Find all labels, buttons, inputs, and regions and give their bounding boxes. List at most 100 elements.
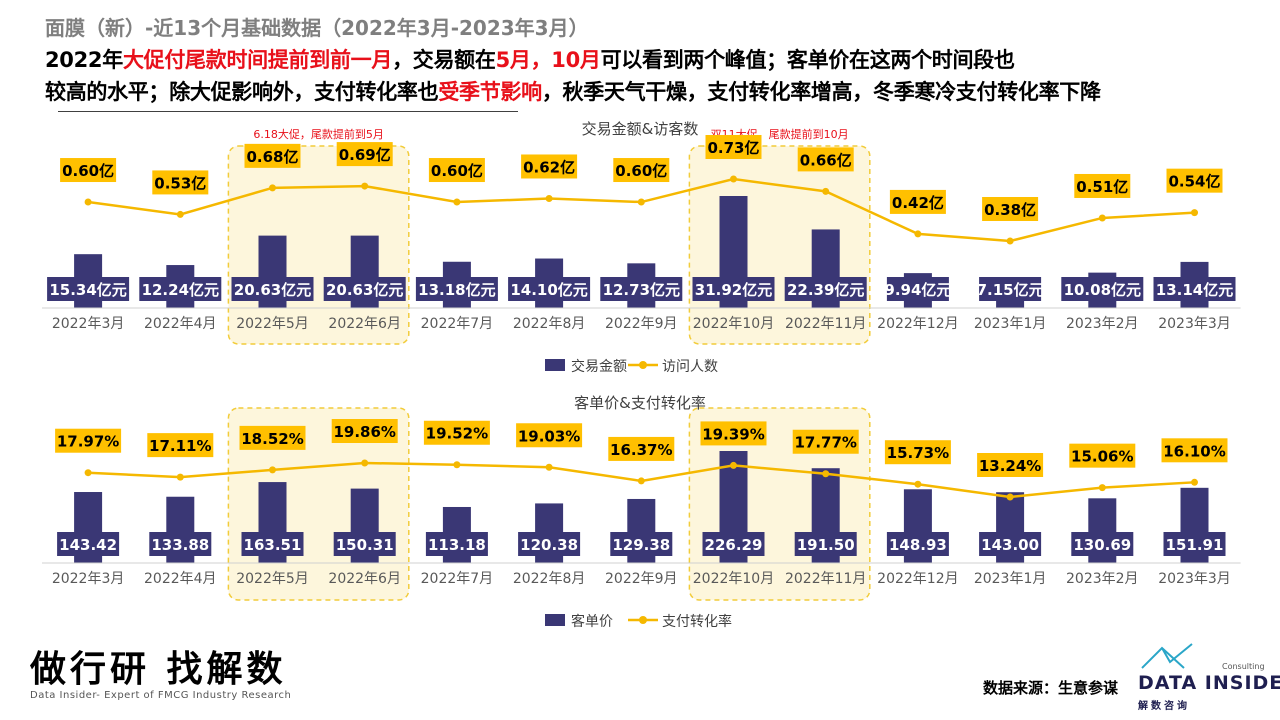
x-tick-label: 2023年1月 bbox=[974, 571, 1047, 587]
line-data-label: 0.66亿 bbox=[800, 151, 852, 169]
bar-label-bg bbox=[231, 277, 314, 301]
logo-cn: 解数咨询 bbox=[1138, 701, 1190, 712]
line-data-label: 17.97% bbox=[57, 433, 119, 451]
bar-data-label: 10.08亿元 bbox=[1064, 281, 1141, 299]
headline-segment: ，交易额在 bbox=[392, 48, 496, 72]
line-data-label: 17.11% bbox=[149, 437, 211, 455]
x-tick-label: 2022年4月 bbox=[144, 571, 217, 587]
line-point bbox=[822, 470, 830, 478]
line-point bbox=[361, 459, 369, 467]
x-tick-label: 2022年12月 bbox=[877, 571, 958, 587]
headline-line-1: 2022年大促付尾款时间提前到前一月，交易额在5月，10月可以看到两个峰值；客单… bbox=[45, 44, 1015, 74]
x-tick-label: 2022年6月 bbox=[328, 316, 401, 332]
bar-data-label: 15.34亿元 bbox=[49, 281, 126, 299]
line-label-bg bbox=[889, 189, 946, 214]
line-label-bg bbox=[331, 419, 398, 443]
line-label-bg bbox=[152, 170, 209, 195]
legend-bar-swatch bbox=[545, 359, 565, 371]
line-data-label: 13.24% bbox=[979, 457, 1041, 475]
bar-label-bg bbox=[518, 532, 581, 556]
line-data-label: 0.62亿 bbox=[523, 158, 575, 176]
bar-data-label: 143.42 bbox=[59, 536, 117, 554]
x-tick-label: 2022年10月 bbox=[693, 316, 774, 332]
bar-label-bg bbox=[47, 277, 130, 301]
line-point bbox=[269, 466, 276, 474]
bar-data-label: 163.51 bbox=[244, 536, 302, 554]
highlight-box bbox=[227, 145, 410, 345]
line-label-bg bbox=[977, 453, 1044, 477]
bar-data-label: 20.63亿元 bbox=[234, 281, 311, 299]
line-point bbox=[361, 182, 369, 190]
highlight-box bbox=[688, 145, 871, 345]
bar-label-bg bbox=[692, 277, 775, 301]
line-data-label: 0.60亿 bbox=[615, 162, 667, 180]
line-label-bg bbox=[884, 440, 951, 465]
x-tick-label: 2022年3月 bbox=[52, 571, 125, 587]
bar-label-bg bbox=[149, 532, 212, 556]
legend-line-marker bbox=[639, 616, 647, 624]
bar-label-bg bbox=[241, 532, 304, 556]
bar-data-label: 191.50 bbox=[797, 536, 855, 554]
line-data-label: 0.73亿 bbox=[707, 139, 759, 157]
line-data-label: 0.53亿 bbox=[154, 174, 206, 192]
line-point bbox=[1098, 484, 1106, 492]
legend-line-label: 访问人数 bbox=[662, 359, 718, 375]
data-insider-logo-icon bbox=[1141, 643, 1193, 669]
line-data-label: 0.42亿 bbox=[892, 194, 944, 212]
x-tick-label: 2022年9月 bbox=[605, 571, 678, 587]
line-data-label: 0.60亿 bbox=[431, 162, 483, 180]
headline-segment: 较高的水平；除大促影响外，支付转化率也 bbox=[45, 80, 439, 104]
line-point bbox=[730, 461, 737, 469]
line-point bbox=[545, 463, 553, 471]
bar-data-label: 13.18亿元 bbox=[418, 281, 495, 299]
line-point bbox=[1191, 209, 1198, 217]
line-label-bg bbox=[423, 420, 490, 445]
legend-bar-label: 客单价 bbox=[571, 613, 613, 630]
headline-segment: 受季节影响 bbox=[438, 80, 542, 104]
line-data-label: 17.77% bbox=[794, 434, 856, 452]
line-point bbox=[269, 184, 276, 192]
x-tick-label: 2022年9月 bbox=[605, 316, 678, 332]
line-point bbox=[84, 469, 92, 477]
line-label-bg bbox=[239, 425, 306, 450]
bar-data-label: 22.39亿元 bbox=[787, 281, 864, 299]
line-label-bg bbox=[55, 428, 122, 453]
line-label-bg bbox=[613, 158, 670, 183]
chart-title: 客单价&支付转化率 bbox=[574, 394, 706, 412]
chart-transaction-visitors: 6.18大促，尾款提前到5月 双11大促，尾款提前到10月交易金额&访客数15.3… bbox=[42, 120, 1241, 375]
line-point bbox=[176, 210, 184, 218]
line-data-label: 19.86% bbox=[333, 423, 395, 441]
bar-label-bg bbox=[886, 277, 949, 301]
x-tick-label: 2023年1月 bbox=[974, 316, 1047, 332]
line-data-label: 0.60亿 bbox=[62, 162, 114, 180]
line-label-bg bbox=[244, 143, 301, 168]
line-label-bg bbox=[1069, 443, 1136, 468]
bar-data-label: 7.15亿元 bbox=[977, 281, 1044, 299]
bar-data-label: 12.73亿元 bbox=[603, 281, 680, 299]
headline-line-2: 较高的水平；除大促影响外，支付转化率也受季节影响，秋季天气干燥，支付转化率增高，… bbox=[45, 76, 1101, 106]
x-tick-label: 2022年7月 bbox=[421, 316, 494, 332]
chart-title: 交易金额&访客数 bbox=[582, 120, 699, 138]
bar-data-label: 130.69 bbox=[1073, 536, 1131, 554]
line-label-bg bbox=[1161, 438, 1228, 463]
bar-label-bg bbox=[979, 277, 1042, 301]
line-point bbox=[545, 194, 553, 202]
bar-label-bg bbox=[600, 277, 683, 301]
bar-label-bg bbox=[886, 532, 949, 556]
x-tick-label: 2022年8月 bbox=[513, 571, 586, 587]
line-point bbox=[84, 198, 92, 206]
line-label-bg bbox=[700, 421, 767, 446]
line-point bbox=[637, 477, 645, 485]
bar-data-label: 20.63亿元 bbox=[326, 281, 403, 299]
bar-label-bg bbox=[415, 277, 498, 301]
bar-label-bg bbox=[979, 532, 1042, 556]
line-label-bg bbox=[705, 135, 762, 159]
line-point bbox=[453, 198, 461, 206]
legend-bar-label: 交易金额 bbox=[571, 358, 627, 375]
page-title: 面膜（新）-近13个月基础数据（2022年3月-2023年3月） bbox=[45, 16, 589, 40]
bar-label-bg bbox=[139, 277, 222, 301]
line-point bbox=[1006, 493, 1014, 501]
bar-data-label: 9.94亿元 bbox=[884, 281, 951, 299]
x-tick-label: 2022年5月 bbox=[236, 316, 309, 332]
bar-data-label: 129.38 bbox=[612, 536, 670, 554]
